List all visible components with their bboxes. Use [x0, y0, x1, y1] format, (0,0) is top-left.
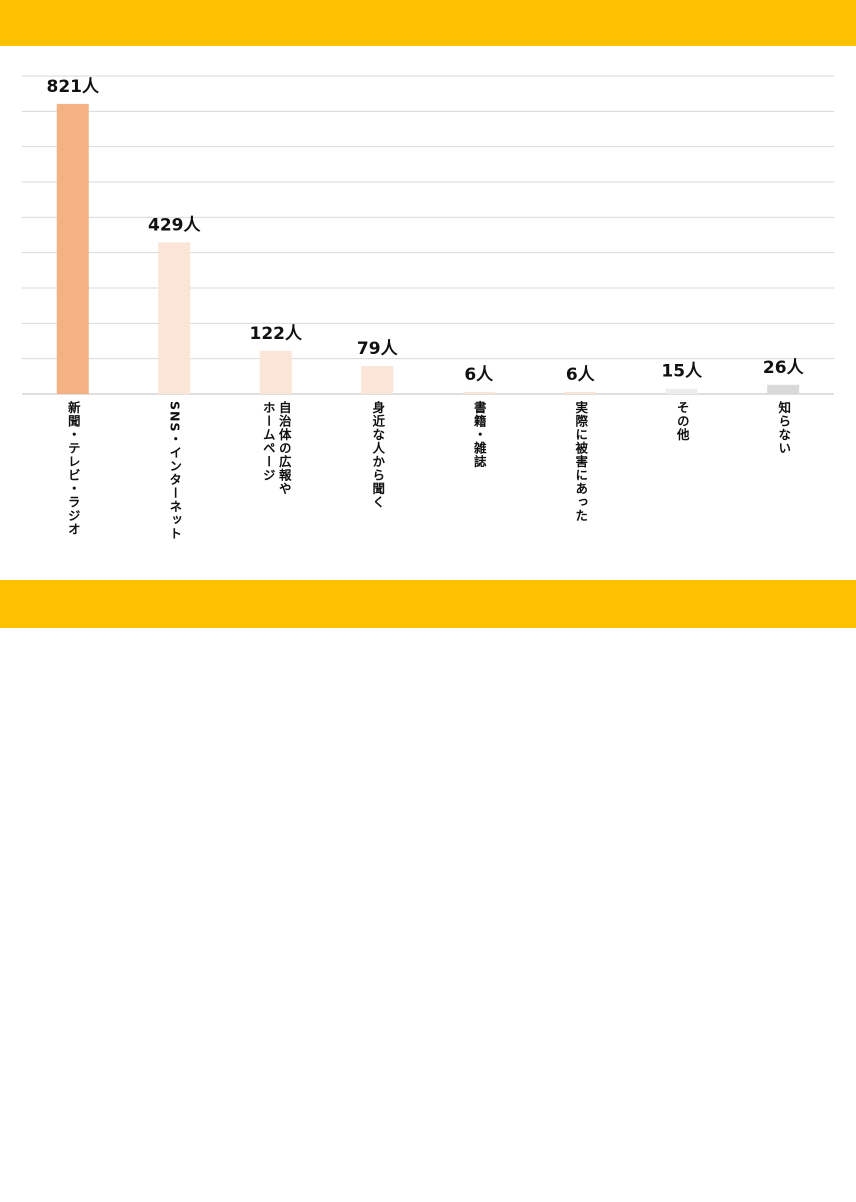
category-label: 書籍・雑誌 — [471, 401, 487, 469]
navit-logo: NAVIT CO.,LTD. www.navit-j.com — [700, 1166, 846, 1202]
category-label: 身近な人から聞く — [370, 401, 386, 509]
bar — [665, 388, 698, 394]
category-label: 知らない — [776, 401, 792, 455]
bar — [56, 103, 89, 394]
data-label: 122人 — [250, 324, 303, 344]
logo-suffix: CO.,LTD. — [790, 1170, 828, 1179]
bar — [259, 350, 292, 394]
data-label: 821人 — [47, 77, 100, 97]
bar — [158, 242, 191, 394]
category-label: 新聞・テレビ・ラジオ — [65, 401, 81, 536]
category-label: その他 — [674, 401, 690, 442]
category-label: 自治体の広報や ホームページ — [260, 401, 292, 496]
bar — [767, 384, 800, 394]
top-banner — [0, 0, 856, 46]
data-label: 6人 — [566, 365, 596, 385]
data-label: 79人 — [357, 339, 399, 359]
bar-chart: 821人 429人 122人 79人 6人 6人 15人 26人 — [22, 75, 834, 395]
category-label: SNS・インターネット — [167, 401, 183, 541]
bar — [564, 391, 597, 394]
bar — [462, 391, 495, 394]
category-label: 実際に被害にあった — [573, 401, 589, 523]
logo-url: www.navit-j.com — [742, 1190, 827, 1200]
bar — [361, 366, 394, 394]
data-label: 6人 — [464, 365, 494, 385]
bottom-banner: NAVIT CO.,LTD. www.navit-j.com — [0, 580, 856, 1200]
data-label: 26人 — [763, 358, 805, 378]
data-label: 429人 — [148, 215, 201, 235]
data-label: 15人 — [661, 362, 703, 382]
